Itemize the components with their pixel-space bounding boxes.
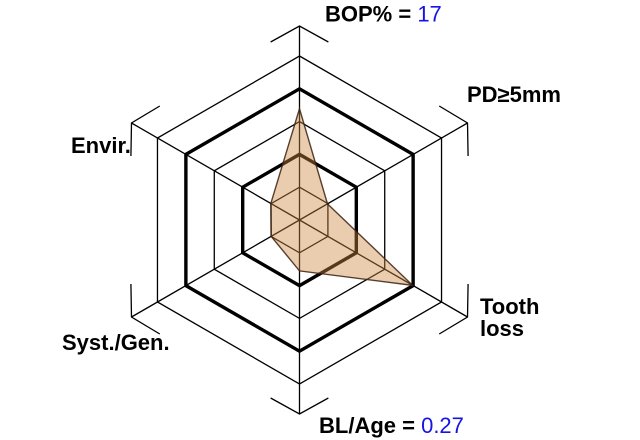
svg-text:loss: loss (480, 316, 524, 341)
svg-text:Syst./Gen.: Syst./Gen. (62, 330, 170, 355)
svg-text:BOP% = 17: BOP% = 17 (325, 2, 442, 27)
svg-text:PD≥5mm: PD≥5mm (467, 82, 561, 107)
svg-text:BL/Age = 0.27: BL/Age = 0.27 (319, 413, 464, 438)
svg-text:Envir.: Envir. (71, 133, 131, 158)
